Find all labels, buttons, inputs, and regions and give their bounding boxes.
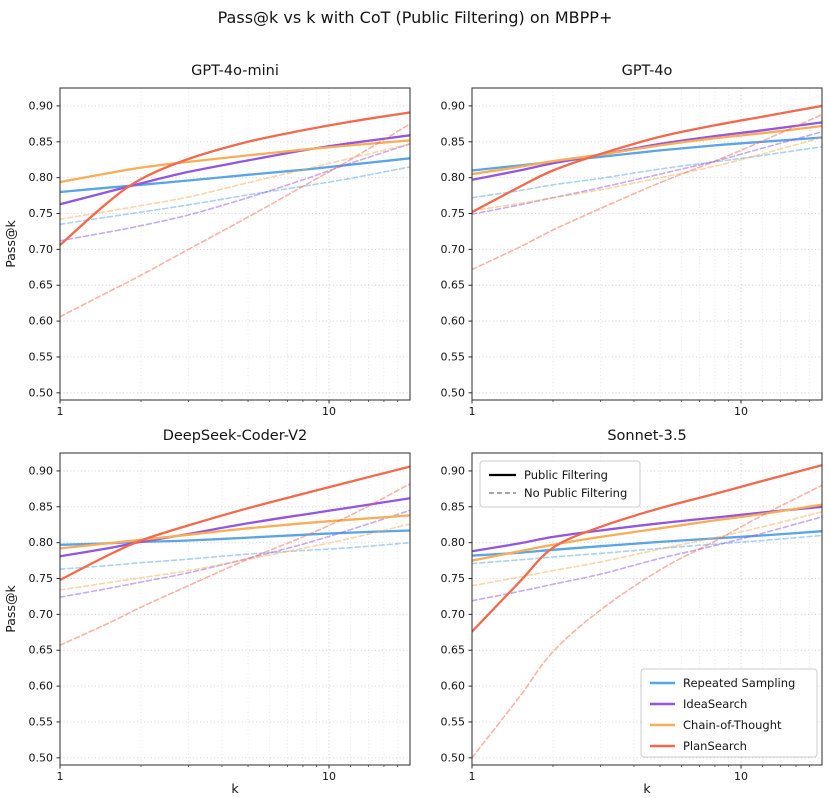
axes-frame [471, 87, 823, 401]
y-axis-label: Pass@k [3, 585, 18, 633]
y-tick-label: 0.55 [29, 350, 54, 363]
series-ideasearch-filtered [472, 505, 822, 553]
y-tick-label: 0.70 [29, 608, 54, 621]
y-tick-label: 0.60 [441, 315, 466, 328]
y-tick-label: 0.65 [29, 279, 54, 292]
y-tick-label: 0.50 [441, 386, 466, 399]
y-tick-label: 0.90 [29, 99, 54, 112]
subplot-title: Sonnet-3.5 [607, 428, 686, 444]
y-tick-label: 0.50 [29, 751, 54, 764]
y-tick-label: 0.75 [441, 207, 466, 220]
series-ideasearch-no-filter [472, 516, 822, 602]
series-plansearch-filtered [60, 465, 410, 582]
methods-legend-label-ideasearch: IdeaSearch [683, 697, 747, 711]
x-tick-label: 10 [734, 405, 748, 418]
y-tick-label: 0.55 [441, 350, 466, 363]
methods-legend: Repeated Sampling IdeaSearch Chain-of-Thou… [640, 668, 818, 758]
y-tick-label: 0.60 [441, 680, 466, 693]
series-plansearch-filtered [472, 464, 822, 633]
series-repeated-sampling-filtered [472, 530, 822, 557]
series-chain-of-thought-filtered [60, 139, 410, 184]
subplot-title: GPT-4o-mini [191, 63, 279, 79]
y-tick-label: 0.50 [29, 386, 54, 399]
subplot-gpt-4o: 0.50 0.55 0.60 0.65 0.70 0.75 0.80 0.85 0.90 1 10 G… [441, 63, 823, 418]
subplot-title: DeepSeek-Coder-V2 [163, 428, 308, 444]
y-tick-label: 0.50 [441, 751, 466, 764]
subplot-deepseek-coder-v2: 0.50 0.55 0.60 0.65 0.70 0.75 0.80 0.85 0.90 1 10 D… [3, 428, 411, 796]
y-tick-label: 0.55 [29, 715, 54, 728]
series-chain-of-thought-no-filter [472, 136, 822, 212]
y-tick-label: 0.75 [441, 572, 466, 585]
y-tick-label: 0.75 [29, 572, 54, 585]
subplot-gpt-4o-mini: 0.50 0.55 0.60 0.65 0.70 0.75 0.80 0.85 0.90 1 10 G… [3, 63, 411, 418]
x-tick-label: 10 [734, 770, 748, 783]
axes-frame [59, 87, 411, 401]
y-tick-label: 0.85 [29, 500, 54, 513]
y-tick-label: 0.55 [441, 715, 466, 728]
y-tick-label: 0.60 [29, 680, 54, 693]
methods-legend-label-chain-of-thought: Chain-of-Thought [683, 718, 782, 732]
y-tick-label: 0.80 [441, 171, 466, 184]
y-tick-label: 0.65 [441, 644, 466, 657]
y-tick-label: 0.90 [441, 464, 466, 477]
axes-frame [59, 452, 411, 766]
x-tick-label: 1 [469, 405, 476, 418]
x-axis-label: k [643, 781, 651, 796]
series-repeated-sampling-no-filter [60, 541, 410, 570]
y-tick-label: 0.80 [29, 536, 54, 549]
series-repeated-sampling-no-filter [60, 166, 410, 226]
y-tick-label: 0.70 [441, 608, 466, 621]
series-chain-of-thought-no-filter [60, 523, 410, 591]
series-plansearch-no-filter [60, 123, 410, 318]
y-tick-label: 0.80 [441, 536, 466, 549]
y-tick-label: 0.80 [29, 171, 54, 184]
series-chain-of-thought-filtered [60, 514, 410, 550]
y-tick-label: 0.90 [29, 464, 54, 477]
subplot-title: GPT-4o [622, 63, 673, 79]
series-chain-of-thought-filtered [472, 124, 822, 176]
series-plansearch-filtered [60, 111, 410, 247]
series-chain-of-thought-filtered [472, 503, 822, 562]
series-plansearch-no-filter [472, 113, 822, 271]
series-repeated-sampling-no-filter [472, 146, 822, 199]
y-tick-label: 0.85 [441, 500, 466, 513]
series-chain-of-thought-no-filter [472, 511, 822, 587]
figure-title: Pass@k vs k with CoT (Public Filtering) … [217, 8, 613, 27]
subplot-sonnet-3-5: 0.50 0.55 0.60 0.65 0.70 0.75 0.80 0.85 0.90 1 10 S… [441, 428, 823, 796]
y-tick-label: 0.60 [29, 315, 54, 328]
y-tick-label: 0.65 [29, 644, 54, 657]
y-tick-label: 0.85 [441, 135, 466, 148]
series-plansearch-filtered [472, 104, 822, 214]
series-plansearch-no-filter [472, 484, 822, 759]
axes-frame [471, 452, 823, 766]
series-plansearch-no-filter [60, 483, 410, 646]
x-tick-label: 1 [57, 770, 64, 783]
y-tick-label: 0.85 [29, 135, 54, 148]
x-tick-label: 1 [57, 405, 64, 418]
series-ideasearch-no-filter [60, 509, 410, 598]
methods-legend-label-plansearch: PlanSearch [683, 739, 747, 753]
y-tick-label: 0.75 [29, 207, 54, 220]
series-ideasearch-filtered [60, 497, 410, 558]
x-tick-label: 10 [322, 405, 336, 418]
series-ideasearch-no-filter [472, 131, 822, 215]
series-repeated-sampling-no-filter [472, 534, 822, 565]
filtering-legend-solid-label: Public Filtering [524, 468, 608, 482]
series-chain-of-thought-no-filter [60, 143, 410, 221]
y-tick-label: 0.70 [29, 243, 54, 256]
filtering-legend-dashed-label: No Public Filtering [524, 486, 627, 500]
y-axis-label: Pass@k [3, 220, 18, 268]
filtering-legend: Public Filtering No Public Filtering [479, 460, 641, 508]
methods-legend-label-repeated-sampling: Repeated Sampling [683, 676, 795, 690]
x-tick-label: 10 [322, 770, 336, 783]
x-axis-label: k [231, 781, 239, 796]
x-tick-label: 1 [469, 770, 476, 783]
series-ideasearch-filtered [60, 134, 410, 206]
y-tick-label: 0.65 [441, 279, 466, 292]
y-tick-label: 0.90 [441, 99, 466, 112]
series-ideasearch-no-filter [60, 143, 410, 242]
y-tick-label: 0.70 [441, 243, 466, 256]
